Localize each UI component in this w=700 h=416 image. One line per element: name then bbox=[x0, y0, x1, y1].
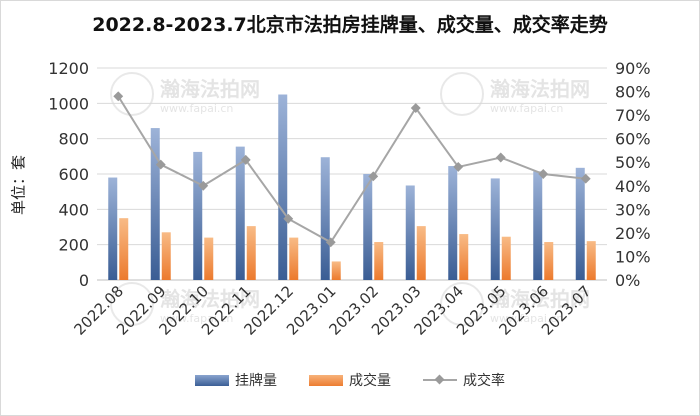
bar-listings bbox=[193, 151, 203, 280]
legend-swatch-listings bbox=[195, 374, 229, 386]
watermark-seal-icon bbox=[110, 72, 154, 116]
legend-label-rate: 成交率 bbox=[463, 373, 505, 389]
y-tick-label-right: 40% bbox=[615, 177, 651, 196]
bar-listings bbox=[235, 146, 245, 280]
bar-deals bbox=[416, 226, 426, 280]
watermark-url: www.fapai.cn bbox=[160, 102, 234, 115]
point-rate bbox=[113, 91, 124, 102]
bar-listings bbox=[405, 185, 415, 280]
watermark-text: 瀚海法拍网 bbox=[160, 77, 260, 101]
bar-deals bbox=[459, 234, 469, 280]
y-tick-label-left: 200 bbox=[58, 236, 89, 255]
legend-swatch-deals bbox=[309, 374, 343, 386]
bar-listings bbox=[150, 128, 160, 280]
bar-listings bbox=[108, 177, 118, 280]
watermark-seal-icon bbox=[110, 282, 154, 326]
y-tick-label-right: 20% bbox=[615, 224, 651, 243]
y-tick-label-left: 600 bbox=[58, 165, 89, 184]
watermark-url: www.fapai.cn bbox=[490, 312, 564, 325]
watermark-text: 瀚海法拍网 bbox=[160, 287, 260, 311]
legend-item-listings: 挂牌量 bbox=[195, 370, 277, 390]
point-rate bbox=[580, 173, 591, 184]
bar-listings bbox=[320, 157, 330, 280]
bar-listings bbox=[533, 171, 543, 280]
point-rate bbox=[240, 154, 251, 165]
watermark-logo: 瀚海法拍网 www.fapai.cn bbox=[440, 282, 590, 326]
watermark-logo: 瀚海法拍网 www.fapai.cn bbox=[110, 72, 260, 116]
point-rate bbox=[453, 161, 464, 172]
watermark-text: 瀚海法拍网 bbox=[490, 77, 590, 101]
watermark-url: www.fapai.cn bbox=[160, 312, 234, 325]
point-rate bbox=[325, 237, 336, 248]
watermark-logo: 瀚海法拍网 www.fapai.cn bbox=[110, 282, 260, 326]
chart-title: 2022.8-2023.7北京市法拍房挂牌量、成交量、成交率走势 bbox=[92, 14, 608, 36]
legend-label-deals: 成交量 bbox=[349, 373, 391, 389]
y-tick-label-right: 90% bbox=[615, 59, 651, 78]
legend-label-listings: 挂牌量 bbox=[235, 373, 277, 389]
y-tick-label-left: 1000 bbox=[48, 94, 89, 113]
y-tick-label-right: 0% bbox=[615, 271, 640, 290]
bar-deals bbox=[289, 237, 299, 280]
bar-deals bbox=[331, 261, 341, 280]
bar-listings bbox=[363, 174, 373, 280]
bar-deals bbox=[544, 242, 554, 280]
bar-deals bbox=[204, 237, 214, 280]
watermark-seal-icon bbox=[440, 282, 484, 326]
legend-item-rate: 成交率 bbox=[423, 370, 505, 390]
point-rate bbox=[538, 169, 549, 179]
y-tick-label-left: 0 bbox=[79, 271, 89, 290]
y-tick-label-right: 50% bbox=[615, 153, 651, 172]
watermark-logo: 瀚海法拍网 www.fapai.cn bbox=[440, 72, 590, 116]
bar-deals bbox=[501, 236, 511, 280]
watermark-text: 瀚海法拍网 bbox=[490, 287, 590, 311]
bar-listings bbox=[448, 166, 458, 280]
y-tick-label-right: 70% bbox=[615, 106, 651, 125]
watermark-seal-icon bbox=[440, 72, 484, 116]
y-tick-label-right: 10% bbox=[615, 247, 651, 266]
y-tick-label-left: 800 bbox=[58, 130, 89, 149]
chart-legend: 挂牌量 成交量 成交率 bbox=[0, 370, 700, 390]
bar-deals bbox=[586, 241, 596, 280]
legend-item-deals: 成交量 bbox=[309, 370, 391, 390]
bar-deals bbox=[161, 232, 171, 280]
legend-swatch-rate bbox=[423, 374, 457, 386]
point-rate bbox=[198, 180, 209, 191]
y-tick-label-right: 30% bbox=[615, 200, 651, 219]
bar-deals bbox=[246, 226, 256, 280]
watermark-url: www.fapai.cn bbox=[490, 102, 564, 115]
point-rate bbox=[283, 213, 294, 224]
y-tick-label-right: 60% bbox=[615, 130, 651, 149]
bar-deals bbox=[119, 218, 129, 280]
bar-listings bbox=[278, 94, 288, 280]
point-rate bbox=[495, 152, 506, 163]
line-rate bbox=[117, 95, 586, 244]
point-rate bbox=[155, 159, 166, 170]
bar-listings bbox=[575, 167, 585, 280]
point-rate bbox=[368, 171, 379, 182]
y-tick-label-right: 80% bbox=[615, 83, 651, 102]
y-tick-label-left: 400 bbox=[58, 200, 89, 219]
bar-listings bbox=[490, 178, 500, 280]
y-tick-label-left: 1200 bbox=[48, 59, 89, 78]
bar-deals bbox=[374, 242, 384, 280]
